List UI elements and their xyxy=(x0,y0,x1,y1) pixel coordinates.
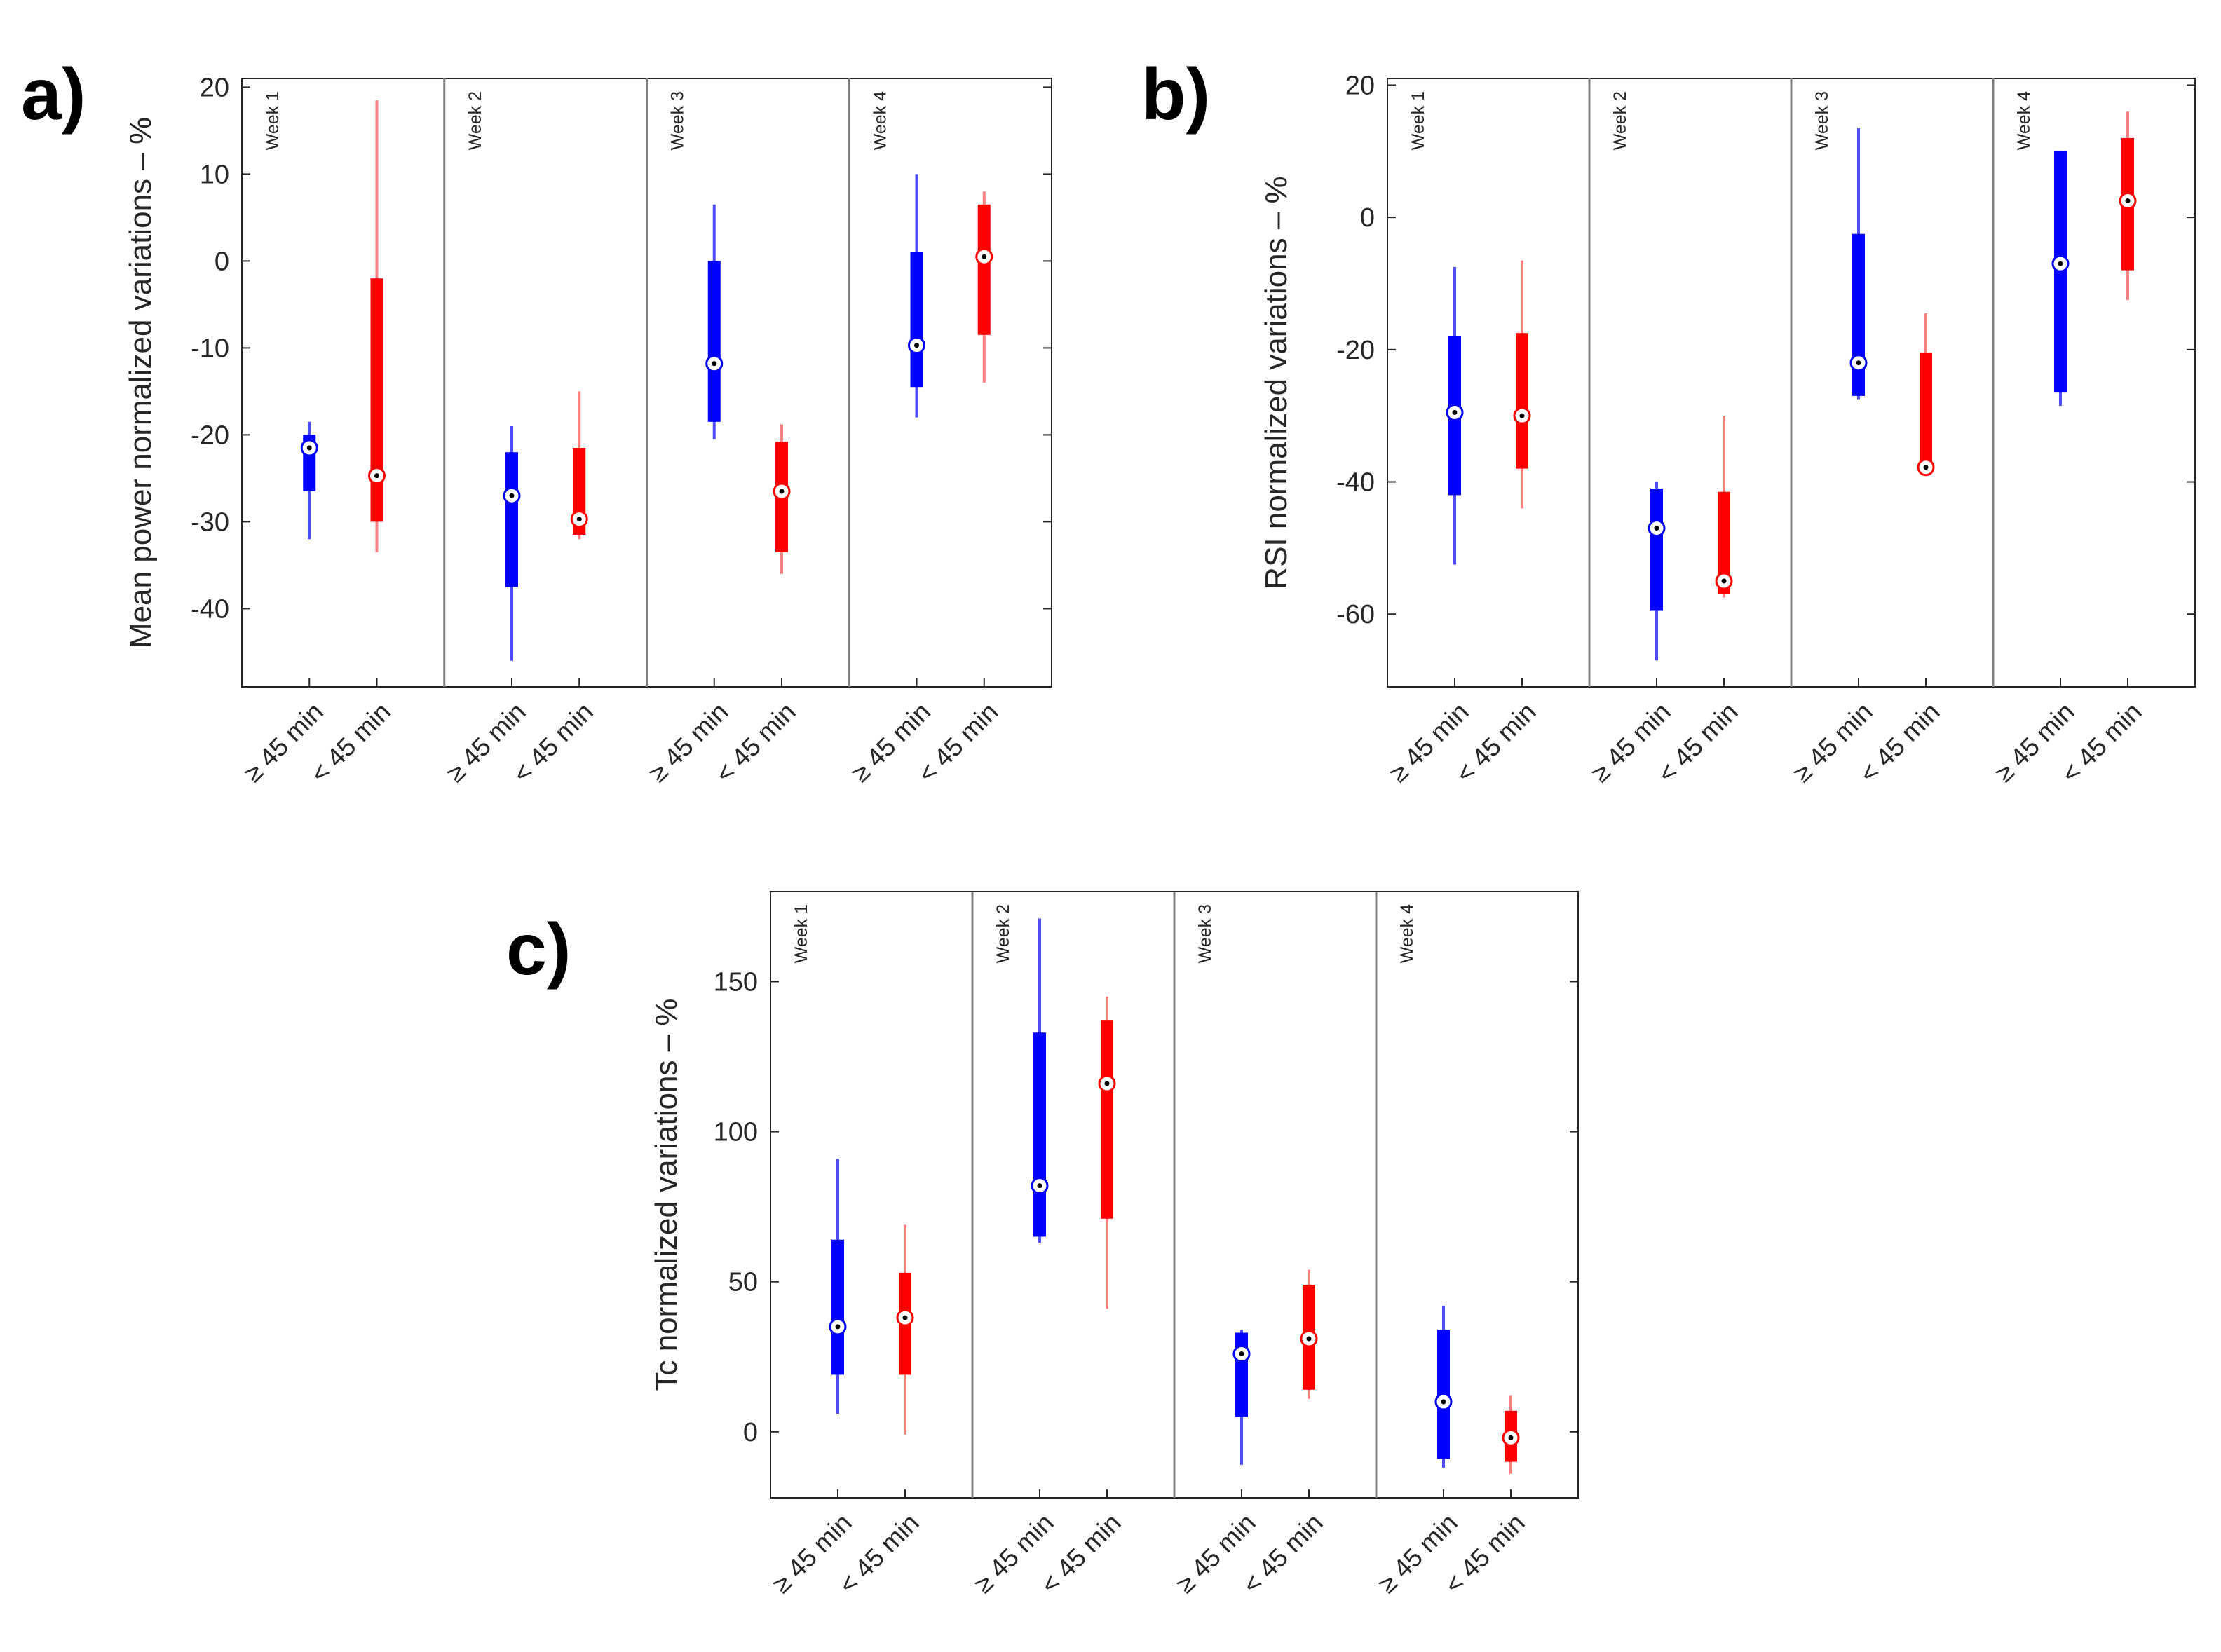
median-dot xyxy=(779,489,785,494)
median-dot xyxy=(835,1324,841,1330)
week-label: Week 3 xyxy=(1195,904,1215,963)
box-iqr xyxy=(1033,1032,1046,1237)
y-tick-label: -30 xyxy=(191,507,229,537)
y-tick-label: 0 xyxy=(215,247,229,276)
panel-label: c) xyxy=(506,909,571,990)
median-dot xyxy=(509,493,515,498)
median-dot xyxy=(2125,198,2131,204)
panel-label: b) xyxy=(1141,54,1210,135)
y-tick-label: 0 xyxy=(1360,203,1375,233)
week-label: Week 1 xyxy=(792,904,811,963)
week-label: Week 2 xyxy=(993,904,1013,963)
median-dot xyxy=(902,1315,908,1320)
panel-label: a) xyxy=(21,54,86,135)
y-tick-label: -40 xyxy=(191,594,229,624)
median-dot xyxy=(1721,578,1727,584)
y-tick-label: 150 xyxy=(714,967,758,997)
box-iqr xyxy=(505,452,518,587)
y-tick-label: 50 xyxy=(728,1268,758,1297)
median-dot xyxy=(1441,1399,1446,1405)
median-dot xyxy=(712,361,717,367)
median-dot xyxy=(306,445,312,451)
median-dot xyxy=(374,473,379,479)
y-axis-label: Mean power normalized variations – % xyxy=(123,117,158,648)
box-iqr xyxy=(1718,491,1730,594)
median-dot xyxy=(1654,526,1659,531)
median-dot xyxy=(1037,1183,1042,1189)
median-dot xyxy=(1452,409,1458,415)
y-tick-label: 10 xyxy=(200,160,229,189)
box-iqr xyxy=(1852,233,1865,396)
box-iqr xyxy=(370,278,383,522)
week-label: Week 4 xyxy=(2014,91,2034,150)
median-dot xyxy=(1104,1081,1110,1086)
box-iqr xyxy=(910,252,923,388)
box-iqr xyxy=(1920,353,1932,469)
y-tick-label: 100 xyxy=(714,1118,758,1147)
week-label: Week 3 xyxy=(1812,91,1832,150)
median-dot xyxy=(1923,465,1929,470)
box-iqr xyxy=(707,261,721,422)
y-tick-label: -20 xyxy=(1336,336,1375,365)
box-iqr xyxy=(831,1239,844,1375)
y-axis-label: RSI normalized variations – % xyxy=(1259,176,1293,589)
y-tick-label: -60 xyxy=(1336,600,1375,629)
panel-c: c) 150 100 50 0 Tc normalized variations – % W… xyxy=(506,891,1579,1599)
week-label: Week 2 xyxy=(466,91,485,150)
panel-a: a) 20 10 0 -10 -20 -30 -40 Mean power normalized… xyxy=(21,54,1052,789)
y-axis-label: Tc normalized variations – % xyxy=(649,998,684,1391)
y-tick-label: -20 xyxy=(191,421,229,450)
box-iqr xyxy=(977,204,991,335)
y-tick-label: -10 xyxy=(191,334,229,363)
box-iqr xyxy=(1101,1020,1113,1219)
median-dot xyxy=(1508,1435,1514,1440)
week-label: Week 4 xyxy=(870,91,890,150)
y-tick-label: 20 xyxy=(1345,71,1375,100)
median-dot xyxy=(1239,1351,1244,1356)
week-label: Week 4 xyxy=(1397,904,1417,963)
median-dot xyxy=(982,254,987,259)
box-iqr xyxy=(1516,333,1528,469)
y-tick-label: -40 xyxy=(1336,468,1375,498)
median-dot xyxy=(576,517,582,522)
median-dot xyxy=(1856,360,1861,366)
median-dot xyxy=(1519,413,1525,418)
median-dot xyxy=(914,343,919,348)
median-dot xyxy=(1306,1336,1312,1342)
y-tick-label: 20 xyxy=(200,73,229,102)
median-dot xyxy=(2058,261,2063,266)
box-iqr xyxy=(1650,488,1663,611)
panel-b: b) 20 0 -20 -40 -60 RSI normalized variations … xyxy=(1141,54,2196,789)
week-label: Week 2 xyxy=(1610,91,1630,150)
week-label: Week 1 xyxy=(263,91,283,150)
y-tick-label: 0 xyxy=(743,1418,758,1447)
week-label: Week 3 xyxy=(668,91,688,150)
week-label: Week 1 xyxy=(1408,91,1428,150)
